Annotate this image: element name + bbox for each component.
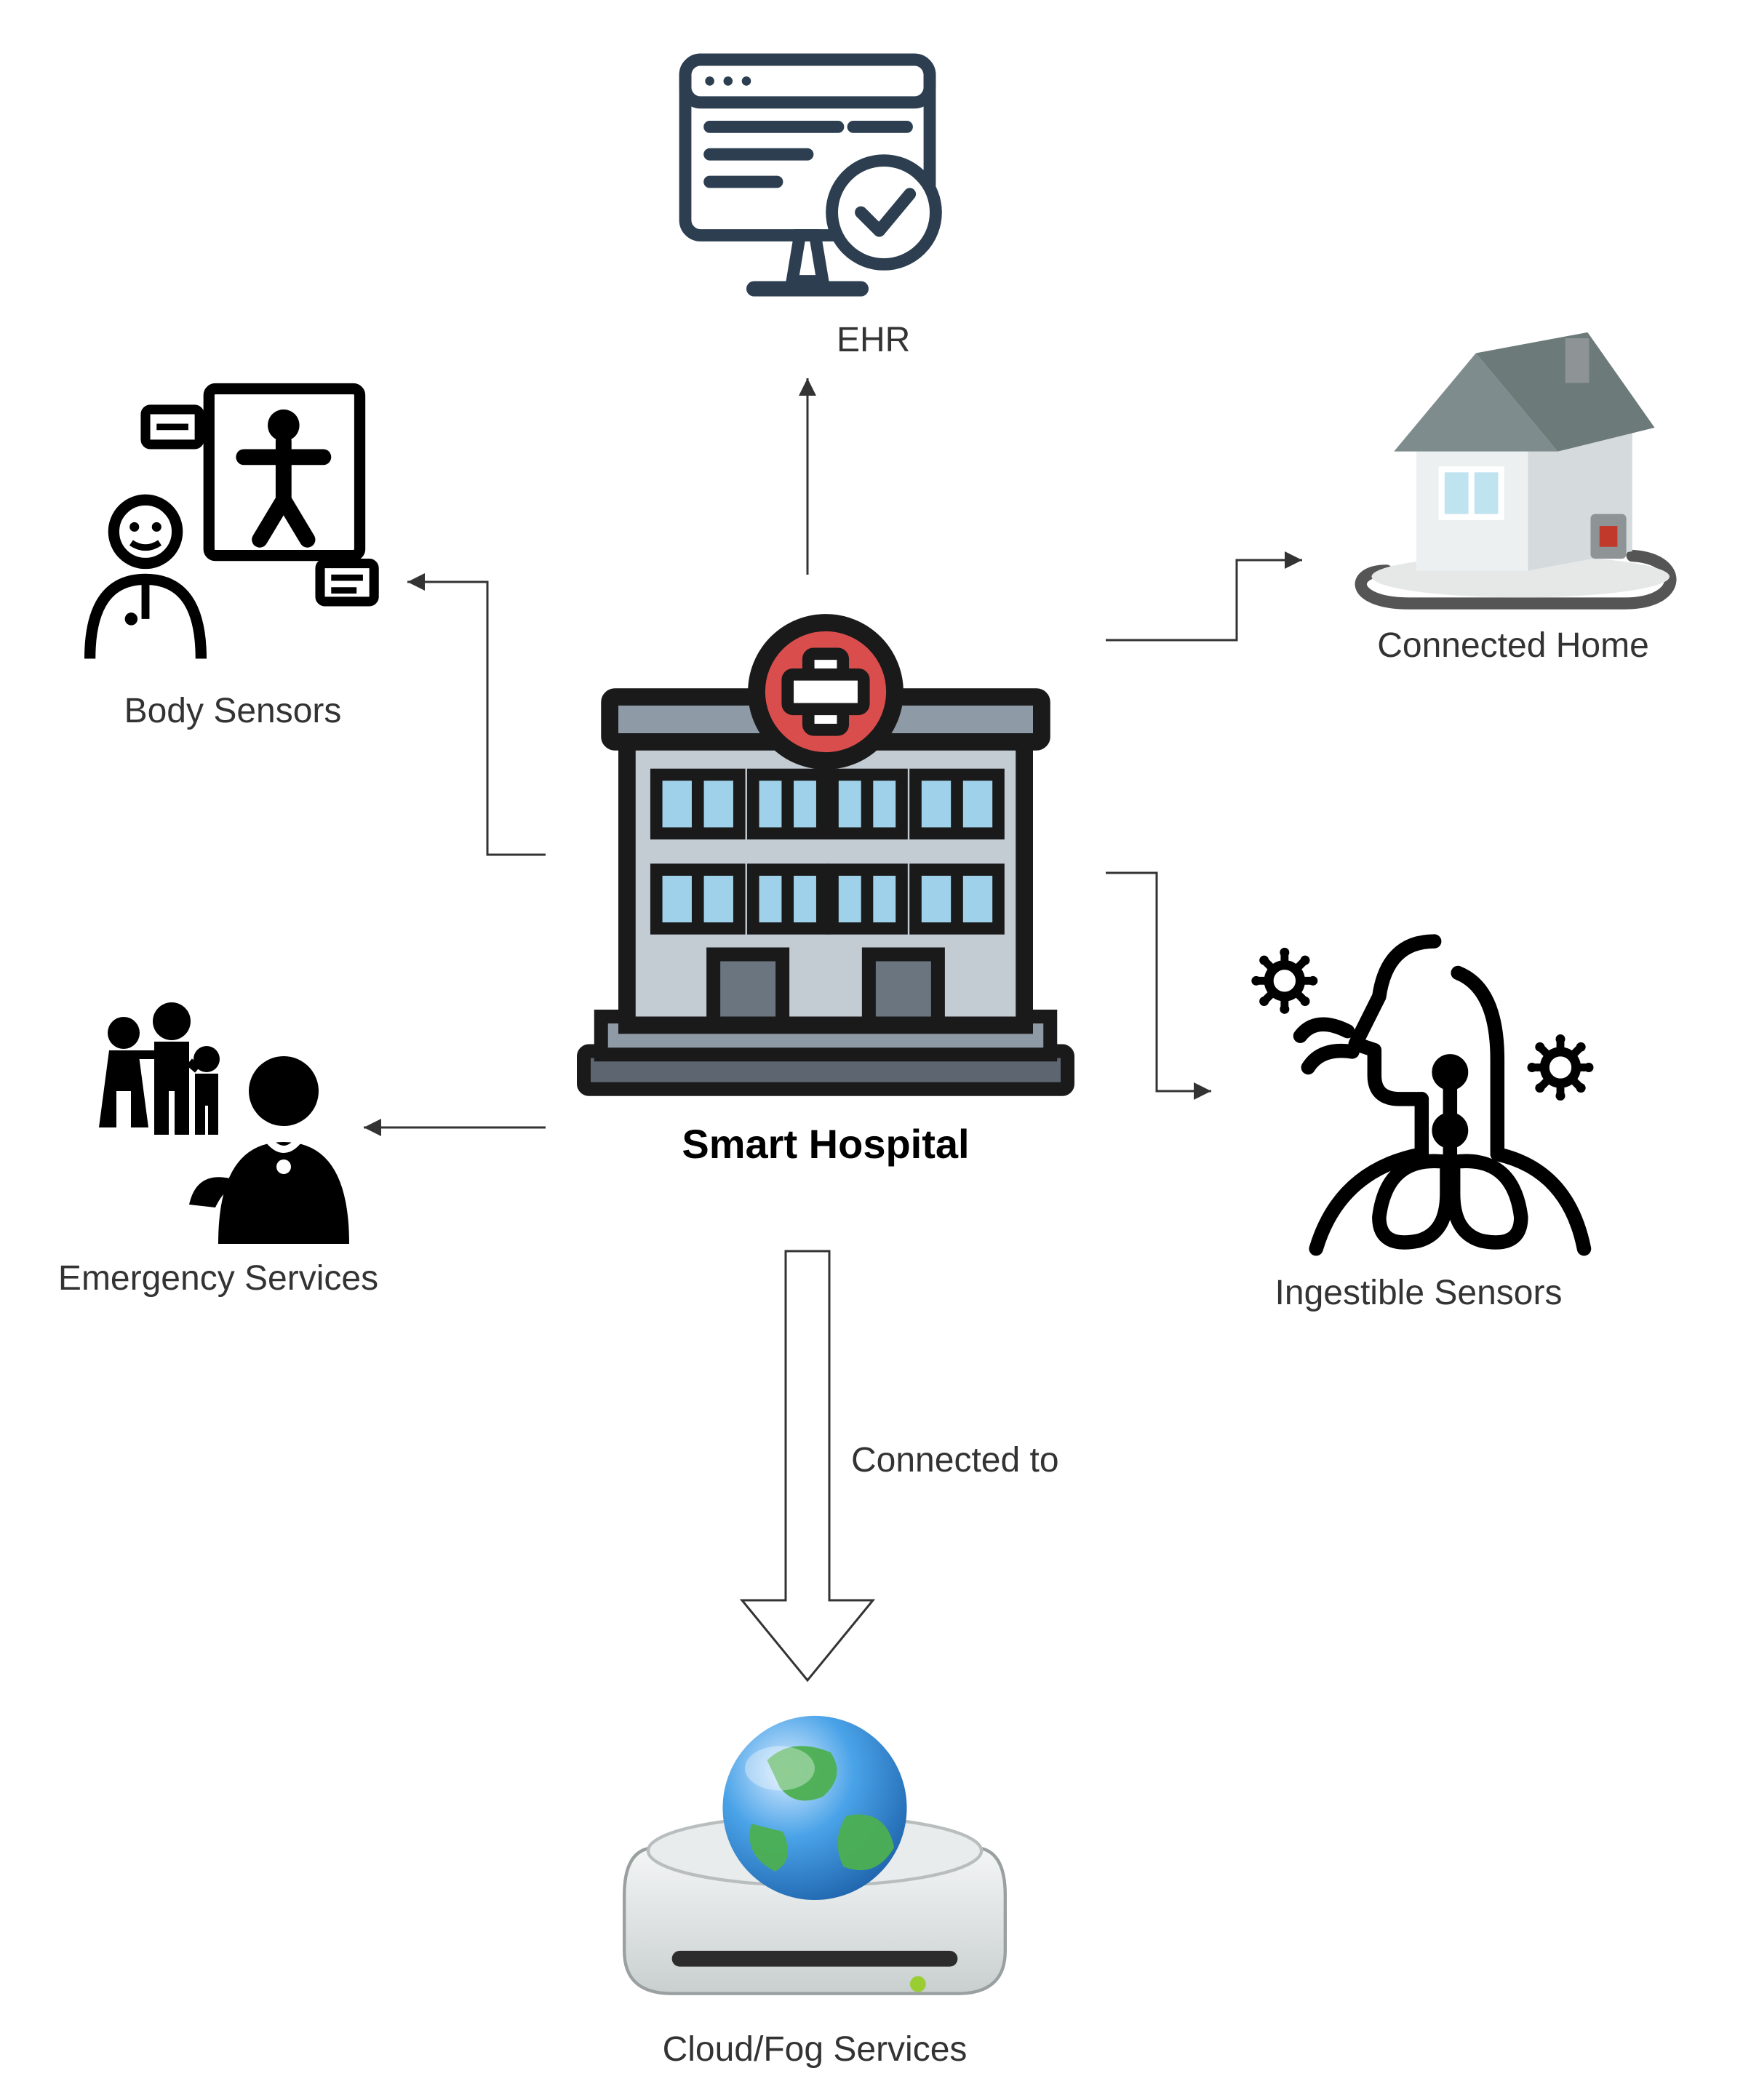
lungs-virus-icon: [1229, 917, 1608, 1266]
doctor-family-icon: [58, 989, 378, 1251]
node-ingestible: Ingestible Sensors: [1200, 917, 1637, 1313]
node-emergency: Emergency Services: [29, 989, 407, 1298]
diagram-canvas: EHR Body Sensors: [0, 0, 1759, 2100]
node-ehr: EHR: [640, 29, 975, 335]
node-cloud-fog: Cloud/Fog Services: [560, 1673, 1069, 2069]
cloud-fog-label: Cloud/Fog Services: [560, 2029, 1069, 2069]
smart-hospital-label: Smart Hospital: [542, 1120, 1109, 1167]
edge-to-connected-home: [1106, 560, 1302, 640]
edge-to-body-sensors: [407, 582, 546, 855]
body-sensors-label: Body Sensors: [44, 691, 422, 731]
connected-to-label: Connected to: [851, 1440, 1059, 1480]
body-sensors-icon: [58, 364, 407, 684]
connected-home-label: Connected Home: [1309, 626, 1717, 666]
node-connected-home: Connected Home: [1309, 306, 1717, 666]
node-body-sensors: Body Sensors: [44, 364, 422, 731]
node-smart-hospital: Smart Hospital: [542, 582, 1109, 1167]
hospital-icon: [549, 582, 1102, 1106]
ingestible-label: Ingestible Sensors: [1200, 1273, 1637, 1313]
ehr-label: EHR: [837, 320, 910, 360]
edge-to-ingestible: [1106, 873, 1211, 1091]
emergency-label: Emergency Services: [29, 1258, 407, 1298]
house-icon: [1331, 306, 1695, 618]
drive-globe-icon: [589, 1673, 1040, 2022]
monitor-check-icon: [655, 29, 960, 335]
